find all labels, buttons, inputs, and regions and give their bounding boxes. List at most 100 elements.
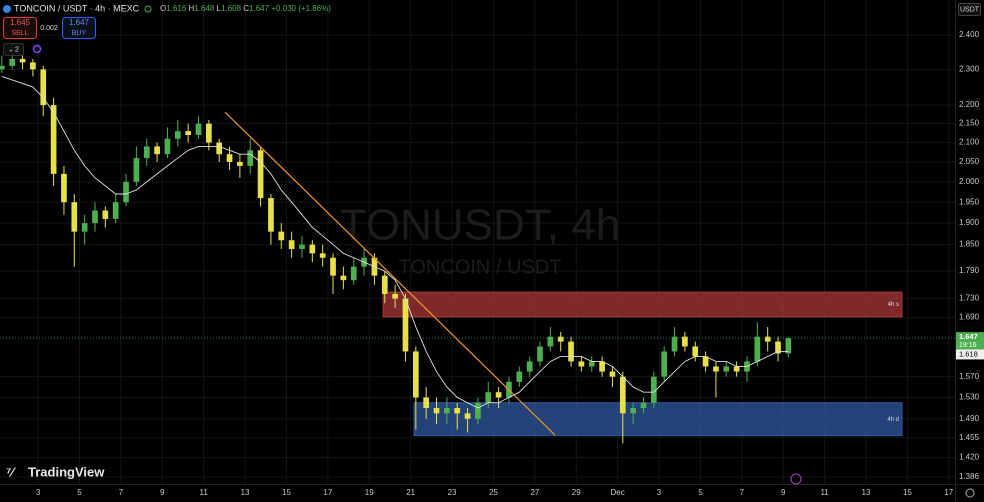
candle-body bbox=[588, 361, 595, 367]
candle-body bbox=[30, 62, 36, 70]
y-tick-label: 1.790 bbox=[959, 266, 980, 275]
candle-body bbox=[9, 58, 16, 66]
x-tick-label: 17 bbox=[944, 488, 953, 497]
candle-body bbox=[630, 408, 636, 414]
x-tick-label: 11 bbox=[820, 488, 829, 497]
y-tick-label: 1.490 bbox=[959, 414, 980, 423]
alert-icon[interactable] bbox=[790, 473, 802, 485]
y-tick-label: 2.300 bbox=[959, 64, 980, 73]
candle-body bbox=[526, 361, 533, 372]
currency-box[interactable] bbox=[958, 3, 981, 16]
candle-body bbox=[619, 376, 626, 414]
candle-body bbox=[185, 131, 191, 135]
candle-body bbox=[578, 361, 585, 367]
x-tick-label: 7 bbox=[740, 488, 745, 497]
watermark-title: TONUSDT, 4h bbox=[340, 201, 620, 250]
candle-body bbox=[0, 65, 5, 70]
candle-body bbox=[599, 361, 605, 372]
candle-body bbox=[412, 351, 419, 398]
y-tick-label: 1.690 bbox=[959, 313, 980, 322]
candle-body bbox=[702, 356, 709, 367]
status-dot bbox=[144, 5, 152, 13]
candle-body bbox=[309, 244, 316, 254]
ohlc-value: 1.608 bbox=[221, 4, 242, 13]
candle-body bbox=[195, 123, 202, 135]
x-tick-label: Dec bbox=[611, 488, 625, 497]
candle-body bbox=[764, 336, 771, 342]
candle-body bbox=[423, 397, 430, 409]
candle-body bbox=[661, 351, 668, 377]
candle-body bbox=[143, 146, 150, 159]
ma-last: 1.618 bbox=[959, 349, 978, 358]
candle-body bbox=[81, 223, 88, 232]
candle-body bbox=[754, 336, 761, 362]
zone bbox=[382, 291, 903, 318]
candle-body bbox=[444, 408, 450, 414]
candle-body bbox=[381, 275, 388, 294]
x-tick-label: 19 bbox=[365, 488, 374, 497]
buy-price[interactable]: 1.647 bbox=[69, 18, 90, 27]
sell-price[interactable]: 1.645 bbox=[10, 18, 31, 27]
candle-body bbox=[205, 123, 212, 143]
candle-body bbox=[609, 371, 616, 377]
y-tick-label: 1.850 bbox=[959, 240, 980, 249]
candle-body bbox=[226, 154, 233, 162]
candle-body bbox=[682, 336, 688, 347]
ohlc-label: O bbox=[160, 4, 166, 13]
candle-body bbox=[237, 161, 243, 166]
candle-body bbox=[330, 257, 336, 276]
buy-button[interactable] bbox=[62, 17, 96, 39]
candle-body bbox=[433, 408, 440, 414]
x-tick-label: 7 bbox=[119, 488, 124, 497]
candle-body bbox=[692, 346, 699, 357]
candle-body bbox=[19, 58, 26, 63]
indicators-toggle[interactable] bbox=[3, 43, 24, 56]
settings-icon[interactable] bbox=[965, 488, 975, 498]
indicators-count[interactable]: 2 bbox=[15, 46, 19, 53]
last-price: 1.647 bbox=[959, 332, 978, 341]
candle-body bbox=[247, 150, 254, 166]
x-tick-label: 11 bbox=[200, 488, 209, 497]
candle-body bbox=[495, 392, 502, 398]
currency[interactable]: USDT bbox=[960, 6, 980, 13]
x-tick-label: 27 bbox=[530, 488, 539, 497]
buy-label[interactable]: BUY bbox=[72, 30, 87, 37]
symbol: TONCOIN / USDT · 4h · MEXC bbox=[14, 3, 140, 13]
candle-body bbox=[50, 105, 57, 174]
ohlc-label: C bbox=[243, 4, 249, 13]
y-tick-label: 2.100 bbox=[959, 138, 980, 147]
candle-body bbox=[392, 293, 398, 299]
candle-body bbox=[92, 210, 98, 224]
x-tick-label: 9 bbox=[781, 488, 786, 497]
candle-body bbox=[671, 336, 678, 352]
trendline bbox=[224, 111, 556, 436]
ohlc-change: +0.030 (+1.86%) bbox=[271, 4, 331, 13]
sell-button[interactable] bbox=[3, 17, 37, 39]
candle-body bbox=[723, 366, 730, 372]
ohlc-value: 1.647 bbox=[249, 4, 270, 13]
x-tick-label: 13 bbox=[862, 488, 871, 497]
candle-body bbox=[350, 266, 357, 281]
y-tick-label: 1.530 bbox=[959, 393, 980, 402]
candle-body bbox=[650, 376, 657, 403]
y-tick-label: 1.730 bbox=[959, 294, 980, 303]
ohlc-label: H bbox=[189, 4, 195, 13]
x-tick-label: 5 bbox=[698, 488, 703, 497]
plot-area: TONUSDT, 4h TONCOIN / USDT 4h s 4h d bbox=[0, 0, 955, 484]
sell-label[interactable]: SELL bbox=[11, 30, 28, 37]
candle-body bbox=[133, 158, 140, 182]
candle-body bbox=[257, 150, 264, 199]
candle-body bbox=[547, 336, 554, 347]
candle-body bbox=[61, 173, 67, 203]
y-tick-label: 1.420 bbox=[959, 453, 980, 462]
indicator-icon[interactable] bbox=[32, 44, 42, 54]
x-tick-label: 21 bbox=[406, 488, 415, 497]
y-tick-label: 1.900 bbox=[959, 218, 980, 227]
x-tick-label: 29 bbox=[572, 488, 581, 497]
watermark-subtitle: TONCOIN / USDT bbox=[399, 256, 562, 278]
zone-label: 4h s bbox=[888, 302, 899, 308]
candle-body bbox=[278, 231, 285, 241]
candle-body bbox=[775, 341, 781, 354]
